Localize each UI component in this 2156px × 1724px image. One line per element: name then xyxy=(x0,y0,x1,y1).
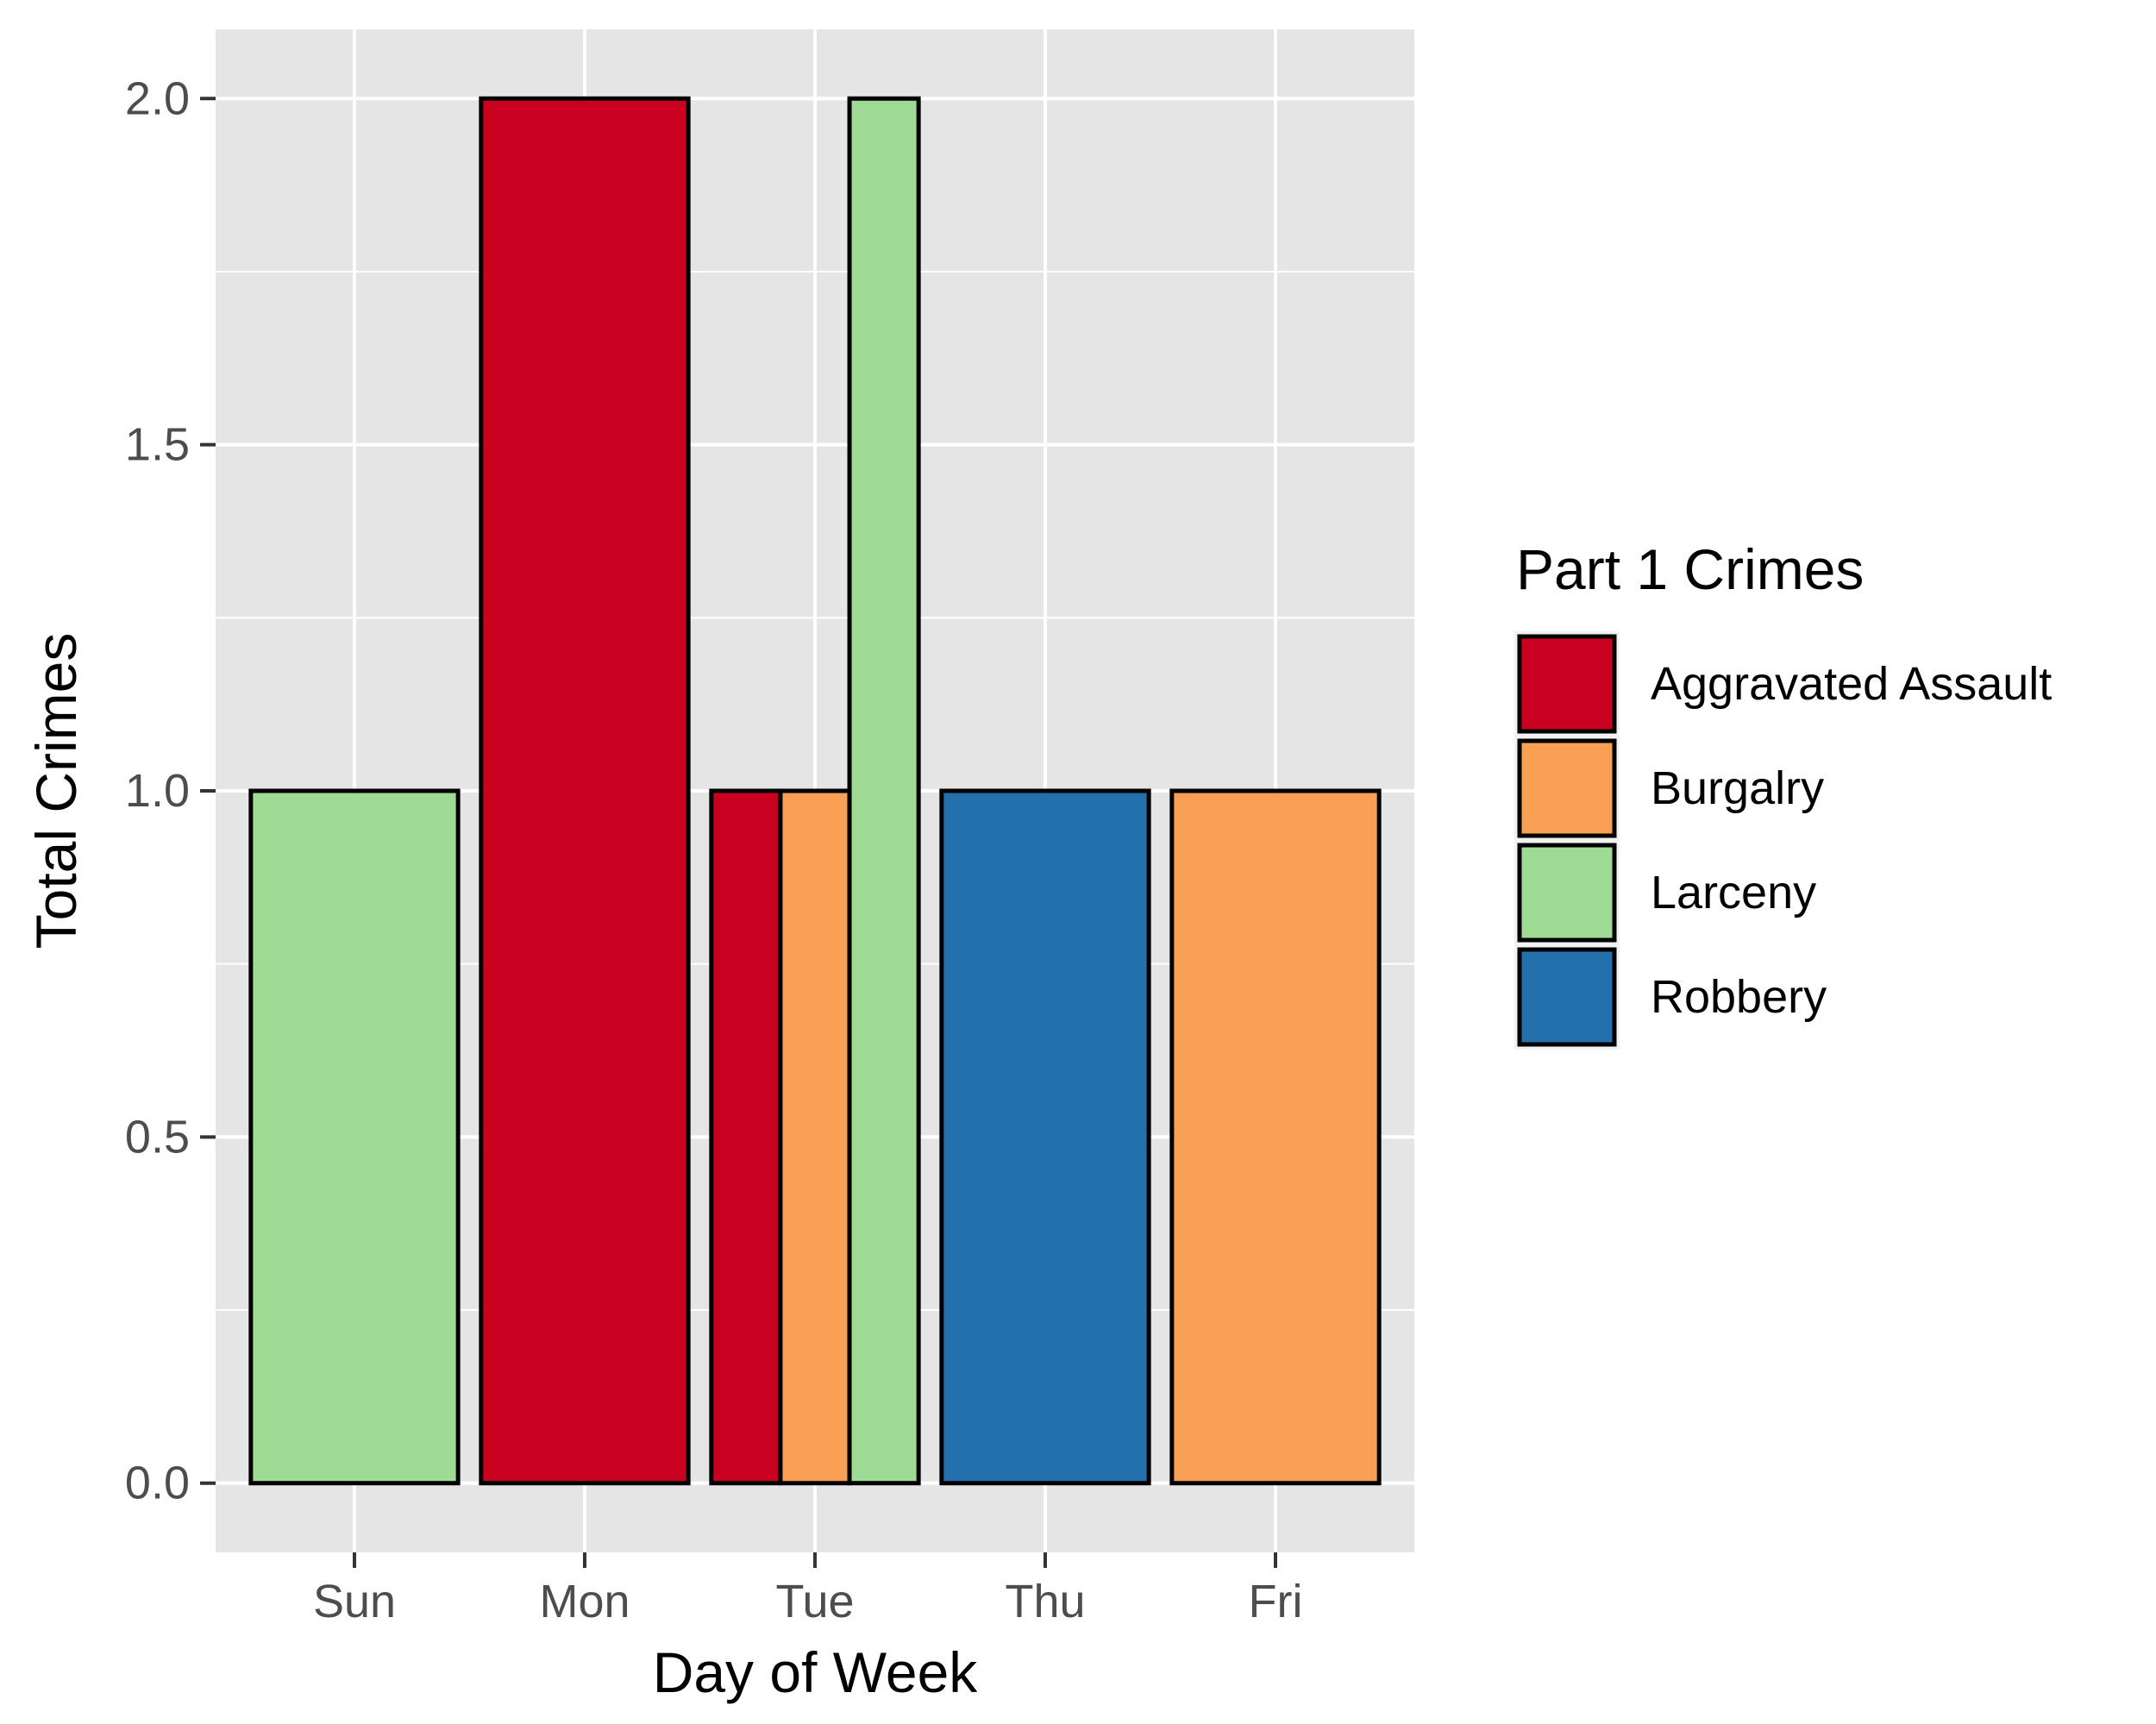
y-axis-title: Total Crimes xyxy=(24,633,88,950)
legend-key-aggravated-assault xyxy=(1517,634,1617,734)
legend-key-robbery xyxy=(1517,947,1617,1047)
bars xyxy=(248,96,1382,1486)
bar-tue-larceny xyxy=(847,96,921,1486)
x-axis-title: Day of Week xyxy=(653,1640,979,1704)
bar-tue-burgalry xyxy=(778,788,852,1486)
legend-label-burgalry: Burgalry xyxy=(1651,762,1824,814)
bar-mon-aggravated-assault xyxy=(479,96,691,1486)
bar-fri-burgalry xyxy=(1169,788,1382,1486)
x-tick-label: Fri xyxy=(1249,1576,1303,1627)
legend-label-larceny: Larceny xyxy=(1651,867,1816,918)
y-tick-label: 0.5 xyxy=(125,1111,190,1163)
y-tick-label: 0.0 xyxy=(125,1458,190,1509)
legend-title: Part 1 Crimes xyxy=(1516,537,1864,601)
bar-sun-larceny xyxy=(248,788,461,1486)
legend-key-burgalry xyxy=(1517,738,1617,838)
legend-label-aggravated-assault: Aggravated Assault xyxy=(1651,658,2052,710)
y-tick-label: 1.0 xyxy=(125,765,190,817)
bar-thu-robbery xyxy=(939,788,1151,1486)
x-tick-label: Sun xyxy=(313,1576,396,1627)
legend-key-larceny xyxy=(1517,843,1617,943)
legend-label-robbery: Robbery xyxy=(1651,971,1827,1023)
y-tick-label: 1.5 xyxy=(125,419,190,471)
y-tick-label: 2.0 xyxy=(125,72,190,124)
x-tick-label: Mon xyxy=(539,1576,630,1627)
legend: Part 1 Crimes Aggravated Assault Burgalry… xyxy=(1514,537,2052,1050)
x-axis: Sun Mon Tue Thu Fri xyxy=(313,1552,1303,1627)
y-axis: 0.0 0.5 1.0 1.5 2.0 xyxy=(125,72,216,1509)
x-tick-label: Tue xyxy=(775,1576,854,1627)
bar-tue-aggravated-assault xyxy=(709,788,783,1486)
x-tick-label: Thu xyxy=(1005,1576,1085,1627)
